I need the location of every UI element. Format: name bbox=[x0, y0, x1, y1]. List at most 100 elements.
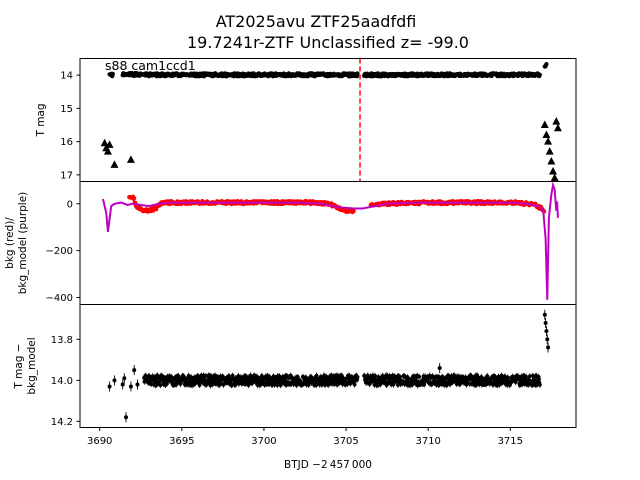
data-point bbox=[128, 384, 133, 389]
bkg-point bbox=[132, 196, 137, 201]
top-panel-plot-area bbox=[100, 58, 562, 182]
figure-title-line1: AT2025avu ZTF25aadfdfi bbox=[216, 12, 417, 31]
bottom-panel-frame bbox=[79, 304, 577, 428]
data-point bbox=[392, 374, 397, 378]
ylabel-line: T mag − bbox=[13, 343, 25, 389]
data-point bbox=[122, 376, 127, 381]
data-point bbox=[537, 72, 542, 77]
bottom-panel-y-ticks: 13.8 14.0 14.2 bbox=[51, 335, 80, 428]
top-panel-magnitude: 14 15 16 17 s88 cam1ccd1 T mag bbox=[35, 58, 577, 182]
upper-limit-triangle bbox=[105, 140, 114, 148]
upper-limit-triangle bbox=[110, 160, 119, 168]
data-point bbox=[544, 329, 549, 334]
data-point bbox=[332, 382, 337, 387]
data-point bbox=[373, 373, 377, 378]
upper-limit-triangle bbox=[553, 123, 562, 132]
top-panel-y-ticks: 14 15 16 17 bbox=[60, 71, 80, 181]
upper-limit-triangle bbox=[550, 173, 559, 182]
data-point bbox=[355, 375, 360, 379]
y-tick-label: 17 bbox=[60, 170, 73, 181]
data-point bbox=[337, 381, 342, 386]
data-point bbox=[123, 415, 128, 420]
data-point bbox=[135, 382, 140, 387]
bottom-panel-detrended: 13.8 14.0 14.2 3690 3695 3700 3705 3710 3715 T … bbox=[13, 304, 577, 447]
data-point bbox=[398, 375, 402, 379]
data-point bbox=[537, 377, 541, 382]
data-point bbox=[384, 383, 389, 387]
data-point bbox=[132, 368, 137, 373]
data-point bbox=[532, 378, 537, 383]
data-point bbox=[543, 320, 548, 325]
data-point bbox=[110, 71, 115, 76]
y-tick-label: −400 bbox=[46, 293, 73, 304]
data-point bbox=[352, 382, 357, 387]
data-point bbox=[448, 382, 453, 387]
y-tick-label: 13.8 bbox=[51, 335, 73, 346]
top-panel-ylabel: T mag bbox=[35, 103, 47, 137]
data-point bbox=[155, 373, 160, 378]
data-point bbox=[362, 374, 367, 379]
x-axis-label: BTJD −2 457 000 bbox=[284, 459, 372, 471]
upper-limit-triangle bbox=[547, 157, 556, 165]
upper-limit-triangle bbox=[100, 138, 109, 147]
x-tick-label: 3695 bbox=[169, 436, 194, 447]
upper-limit-triangle bbox=[545, 147, 554, 155]
middle-panel-background: 0 −200 −400 bkg (red)/bkg_model (purple) bbox=[4, 181, 577, 305]
data-point bbox=[112, 378, 117, 383]
data-point bbox=[485, 374, 490, 378]
y-tick-label: 14.2 bbox=[51, 417, 73, 428]
data-point bbox=[505, 375, 510, 380]
x-tick-label: 3700 bbox=[251, 436, 276, 447]
upper-limit-triangle bbox=[542, 130, 551, 138]
data-point bbox=[417, 374, 422, 379]
data-point bbox=[120, 382, 125, 387]
data-point bbox=[545, 337, 550, 342]
data-point bbox=[544, 62, 549, 67]
upper-limit-triangle bbox=[540, 120, 549, 128]
data-point bbox=[422, 382, 427, 387]
data-point bbox=[158, 383, 163, 388]
data-point bbox=[542, 312, 547, 317]
upper-limit-triangle bbox=[552, 117, 561, 125]
data-point bbox=[524, 374, 528, 379]
data-point bbox=[107, 384, 112, 389]
bottom-panel-ylabel: T mag −bkg_model bbox=[13, 337, 38, 394]
middle-panel-y-ticks: 0 −200 −400 bbox=[46, 199, 80, 304]
ylabel-line: bkg_model bbox=[26, 337, 38, 394]
bkg-model-line bbox=[102, 181, 559, 300]
y-tick-label: 14 bbox=[60, 71, 73, 82]
x-tick-label: 3715 bbox=[498, 436, 523, 447]
y-tick-label: 0 bbox=[67, 199, 73, 210]
upper-limit-triangle bbox=[126, 155, 135, 163]
data-point bbox=[437, 366, 442, 371]
ylabel-line: bkg (red)/ bbox=[4, 217, 16, 269]
bkg-point bbox=[351, 208, 356, 214]
x-tick-label: 3705 bbox=[333, 436, 358, 447]
upper-limit-triangle bbox=[549, 167, 558, 175]
camera-annotation: s88 cam1ccd1 bbox=[105, 58, 196, 73]
x-tick-label: 3710 bbox=[415, 436, 440, 447]
data-point bbox=[165, 381, 169, 386]
figure-title-line2: 19.7241r-ZTF Unclassified z= -99.0 bbox=[187, 33, 469, 52]
upper-limit-triangle bbox=[103, 147, 112, 155]
y-tick-label: 16 bbox=[60, 137, 73, 148]
data-point bbox=[406, 376, 411, 381]
data-point bbox=[546, 345, 551, 350]
middle-panel-ylabel: bkg (red)/bkg_model (purple) bbox=[4, 192, 29, 295]
y-tick-label: 15 bbox=[60, 104, 73, 115]
y-tick-label: 14.0 bbox=[51, 376, 73, 387]
data-point bbox=[537, 382, 542, 387]
data-point bbox=[306, 383, 311, 387]
y-tick-label: −200 bbox=[46, 246, 73, 257]
data-point bbox=[527, 374, 532, 379]
x-tick-label: 3690 bbox=[87, 436, 112, 447]
bottom-panel-plot-area bbox=[107, 309, 551, 423]
upper-limit-triangle bbox=[544, 137, 553, 145]
ylabel-line: bkg_model (purple) bbox=[17, 192, 29, 295]
data-point bbox=[278, 383, 283, 388]
middle-panel-plot-area bbox=[102, 181, 559, 300]
data-point bbox=[355, 71, 360, 76]
data-point bbox=[444, 383, 449, 388]
